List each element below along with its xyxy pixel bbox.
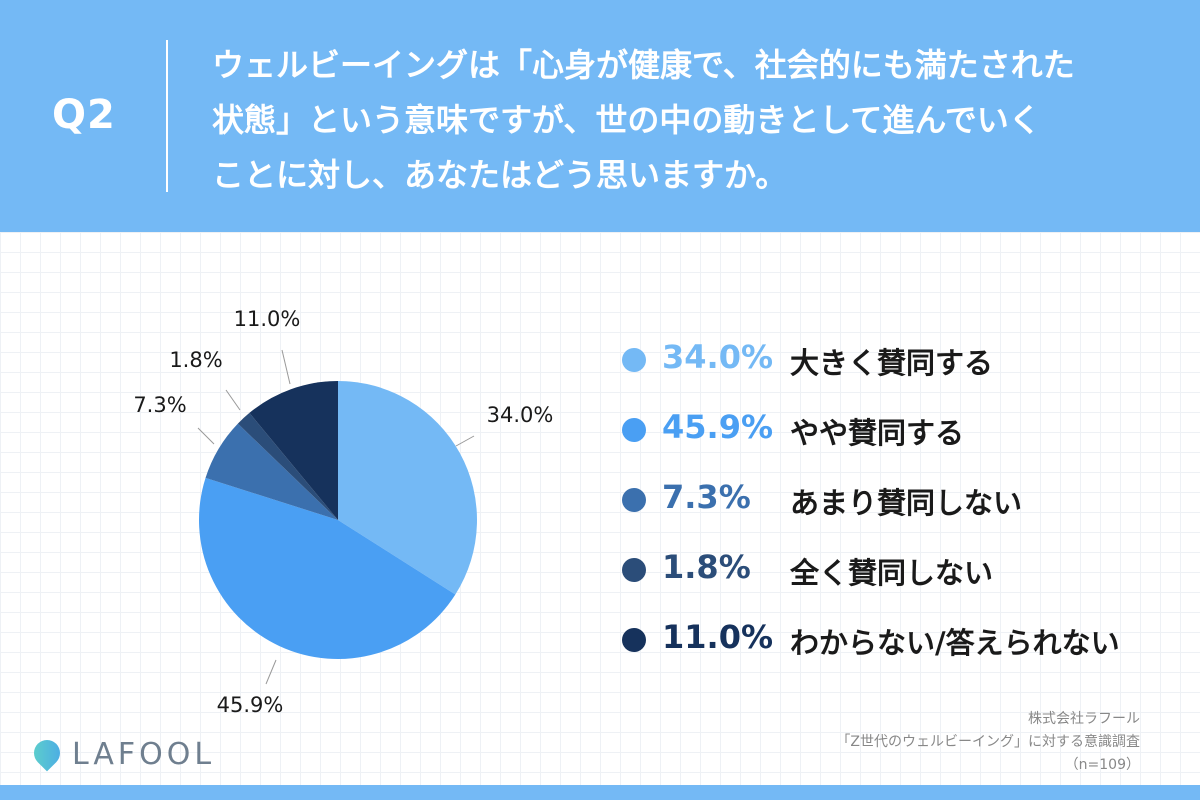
data-label-5: 11.0% xyxy=(234,307,301,331)
legend-percent: 7.3% xyxy=(662,478,751,516)
leader-line-2 xyxy=(265,659,277,685)
legend-item-1: 34.0% 大きく賛同する xyxy=(622,330,1182,400)
legend-percent: 45.9% xyxy=(662,408,774,446)
pie-slice-2 xyxy=(198,477,456,659)
legend-percent: 11.0% xyxy=(662,618,774,656)
header-divider xyxy=(166,40,168,192)
legend-label: わからない/答えられない xyxy=(790,626,1120,660)
leader-line-1 xyxy=(455,435,475,447)
legend-swatch xyxy=(622,628,646,652)
data-label-4: 1.8% xyxy=(169,348,222,372)
data-label-2: 45.9% xyxy=(217,693,284,717)
legend-label: 大きく賛同する xyxy=(790,346,994,380)
source-sample-size: （n=109） xyxy=(1064,757,1140,773)
question-number: Q2 xyxy=(52,92,116,138)
pie-chart: 34.0% 45.9% 7.3% 1.8% 11.0% xyxy=(133,307,554,717)
legend-item-4: 1.8% 全く賛同しない xyxy=(622,540,1182,610)
leader-line-4 xyxy=(225,389,241,411)
legend-item-2: 45.9% やや賛同する xyxy=(622,400,1182,470)
pie-slice-1 xyxy=(338,381,477,595)
question-text: ウェルビーイングは「心身が健康で、社会的にも満たされた 状態」という意味ですが、… xyxy=(212,46,1075,194)
legend: 34.0% 大きく賛同する 45.9% やや賛同する 7.3% あまり賛同しない 1.8% 全… xyxy=(622,330,1182,680)
legend-percent: 34.0% xyxy=(662,338,774,376)
legend-swatch xyxy=(622,488,646,512)
legend-item-3: 7.3% あまり賛同しない xyxy=(622,470,1182,540)
legend-label: やや賛同する xyxy=(790,416,965,450)
chart-panel: 34.0% 45.9% 7.3% 1.8% 11.0% 34.0% 大きく賛同する 45.9… xyxy=(0,232,1200,785)
company-logo: LAFOOL xyxy=(28,734,224,772)
source-note: 株式会社ラフール 「Z世代のウェルビーイング」に対する意識調査 （n=109） xyxy=(836,708,1140,777)
leader-line-3 xyxy=(197,427,215,445)
legend-item-5: 11.0% わからない/答えられない xyxy=(622,610,1182,680)
legend-percent: 1.8% xyxy=(662,548,751,586)
legend-swatch xyxy=(622,348,646,372)
legend-label: 全く賛同しない xyxy=(790,556,994,590)
leader-line-5 xyxy=(281,349,291,385)
legend-label: あまり賛同しない xyxy=(790,486,1023,520)
legend-swatch xyxy=(622,418,646,442)
pie-slice-4 xyxy=(237,412,338,520)
bottom-strip xyxy=(0,785,1200,800)
source-survey: 「Z世代のウェルビーイング」に対する意識調査 xyxy=(836,734,1140,750)
pie-slice-5 xyxy=(249,381,338,520)
logo-text: LAFOOL xyxy=(72,737,216,772)
data-label-3: 7.3% xyxy=(133,393,186,417)
question-header: Q2 ウェルビーイングは「心身が健康で、社会的にも満たされた 状態」という意味で… xyxy=(0,0,1200,232)
source-company: 株式会社ラフール xyxy=(1028,711,1140,727)
drop-icon xyxy=(28,734,66,772)
data-label-1: 34.0% xyxy=(487,403,554,427)
legend-swatch xyxy=(622,558,646,582)
pie-slice-3 xyxy=(205,423,338,520)
